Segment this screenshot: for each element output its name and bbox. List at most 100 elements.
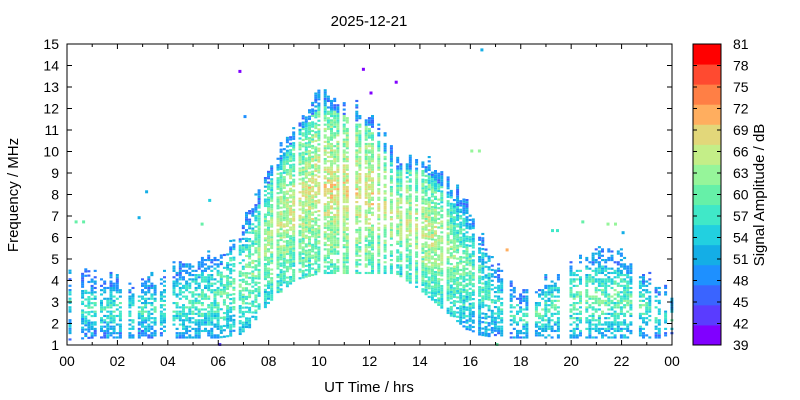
data-cell bbox=[345, 175, 349, 178]
data-cell bbox=[556, 319, 560, 322]
data-cell bbox=[336, 244, 340, 247]
data-cell bbox=[481, 258, 485, 261]
data-cell bbox=[487, 283, 491, 286]
data-cell bbox=[427, 218, 431, 221]
data-cell bbox=[569, 286, 573, 290]
data-cell bbox=[616, 267, 620, 270]
data-cell bbox=[175, 271, 179, 275]
data-cell bbox=[84, 328, 88, 331]
data-cell bbox=[314, 182, 318, 185]
data-cell bbox=[591, 254, 595, 257]
data-cell bbox=[430, 268, 434, 271]
data-cell bbox=[333, 173, 337, 176]
data-cell bbox=[311, 205, 315, 208]
data-cell bbox=[623, 265, 627, 268]
data-cell bbox=[405, 180, 409, 183]
data-cell bbox=[109, 291, 113, 294]
data-cell bbox=[304, 168, 308, 171]
data-cell bbox=[241, 330, 245, 333]
data-cell bbox=[317, 104, 321, 107]
data-cell bbox=[405, 257, 409, 261]
data-cell bbox=[323, 261, 327, 264]
data-cell bbox=[427, 282, 431, 286]
data-cell bbox=[301, 171, 305, 174]
data-cell bbox=[572, 297, 576, 300]
data-cell bbox=[159, 291, 163, 294]
data-cell bbox=[430, 212, 434, 215]
data-cell bbox=[462, 202, 466, 205]
data-cell bbox=[456, 283, 460, 286]
data-cell bbox=[159, 317, 163, 320]
data-cell bbox=[465, 220, 469, 223]
data-cell bbox=[311, 104, 315, 107]
data-cell bbox=[544, 304, 548, 307]
data-cell bbox=[345, 269, 349, 272]
data-cell bbox=[301, 138, 305, 141]
data-cell bbox=[481, 269, 485, 272]
data-cell bbox=[478, 333, 482, 336]
data-cell bbox=[68, 297, 72, 300]
data-cell bbox=[326, 237, 330, 240]
data-cell bbox=[462, 250, 466, 253]
data-cell bbox=[200, 329, 204, 333]
data-cell bbox=[131, 321, 135, 324]
data-cell bbox=[619, 291, 623, 294]
data-cell bbox=[371, 155, 374, 158]
data-cell bbox=[437, 299, 441, 302]
data-cell bbox=[232, 306, 236, 309]
data-cell bbox=[137, 336, 141, 339]
data-cell bbox=[115, 291, 119, 294]
data-cell bbox=[301, 272, 305, 275]
data-cell bbox=[153, 310, 157, 313]
data-cell bbox=[487, 304, 491, 308]
data-cell bbox=[440, 214, 444, 217]
data-cell bbox=[263, 254, 267, 257]
data-cell bbox=[613, 282, 617, 285]
data-cell bbox=[509, 289, 513, 292]
data-cell bbox=[279, 161, 283, 164]
data-cell bbox=[333, 179, 337, 182]
data-cell bbox=[619, 252, 623, 255]
data-cell bbox=[449, 256, 453, 259]
data-cell bbox=[257, 219, 261, 222]
data-cell bbox=[178, 323, 182, 326]
data-cell bbox=[298, 255, 302, 258]
data-cell bbox=[471, 265, 475, 268]
data-cell bbox=[342, 254, 346, 257]
data-cell bbox=[342, 160, 346, 163]
data-cell bbox=[525, 327, 529, 330]
data-cell bbox=[446, 260, 450, 263]
data-cell bbox=[317, 160, 321, 163]
data-cell bbox=[371, 138, 374, 141]
data-cell bbox=[333, 117, 337, 120]
data-cell bbox=[579, 278, 582, 281]
data-cell bbox=[263, 295, 267, 298]
data-cell bbox=[405, 223, 409, 226]
data-cell bbox=[330, 265, 333, 268]
data-cell bbox=[355, 104, 359, 107]
data-cell bbox=[364, 155, 368, 158]
data-cell bbox=[500, 278, 504, 281]
data-cell bbox=[364, 228, 368, 232]
data-cell bbox=[585, 265, 589, 268]
data-cell bbox=[229, 308, 233, 311]
data-cell bbox=[185, 306, 189, 309]
data-cell bbox=[204, 321, 207, 324]
data-cell bbox=[613, 317, 617, 320]
data-cell bbox=[490, 299, 494, 302]
data-cell bbox=[336, 231, 340, 234]
x-axis: 00 02 04 06 08 10 12 14 16 18 20 22 00 bbox=[59, 44, 680, 369]
data-cell bbox=[434, 301, 437, 304]
data-cell bbox=[459, 318, 463, 321]
data-cell bbox=[434, 178, 437, 181]
data-cell bbox=[308, 197, 311, 200]
data-cell bbox=[377, 233, 381, 236]
data-cell bbox=[311, 273, 315, 277]
data-cell bbox=[364, 220, 368, 223]
data-cell bbox=[301, 231, 305, 234]
data-cell bbox=[304, 275, 308, 278]
data-cell bbox=[364, 254, 368, 257]
data-cell bbox=[525, 314, 529, 318]
data-cell bbox=[623, 295, 627, 298]
data-cell bbox=[276, 263, 280, 266]
